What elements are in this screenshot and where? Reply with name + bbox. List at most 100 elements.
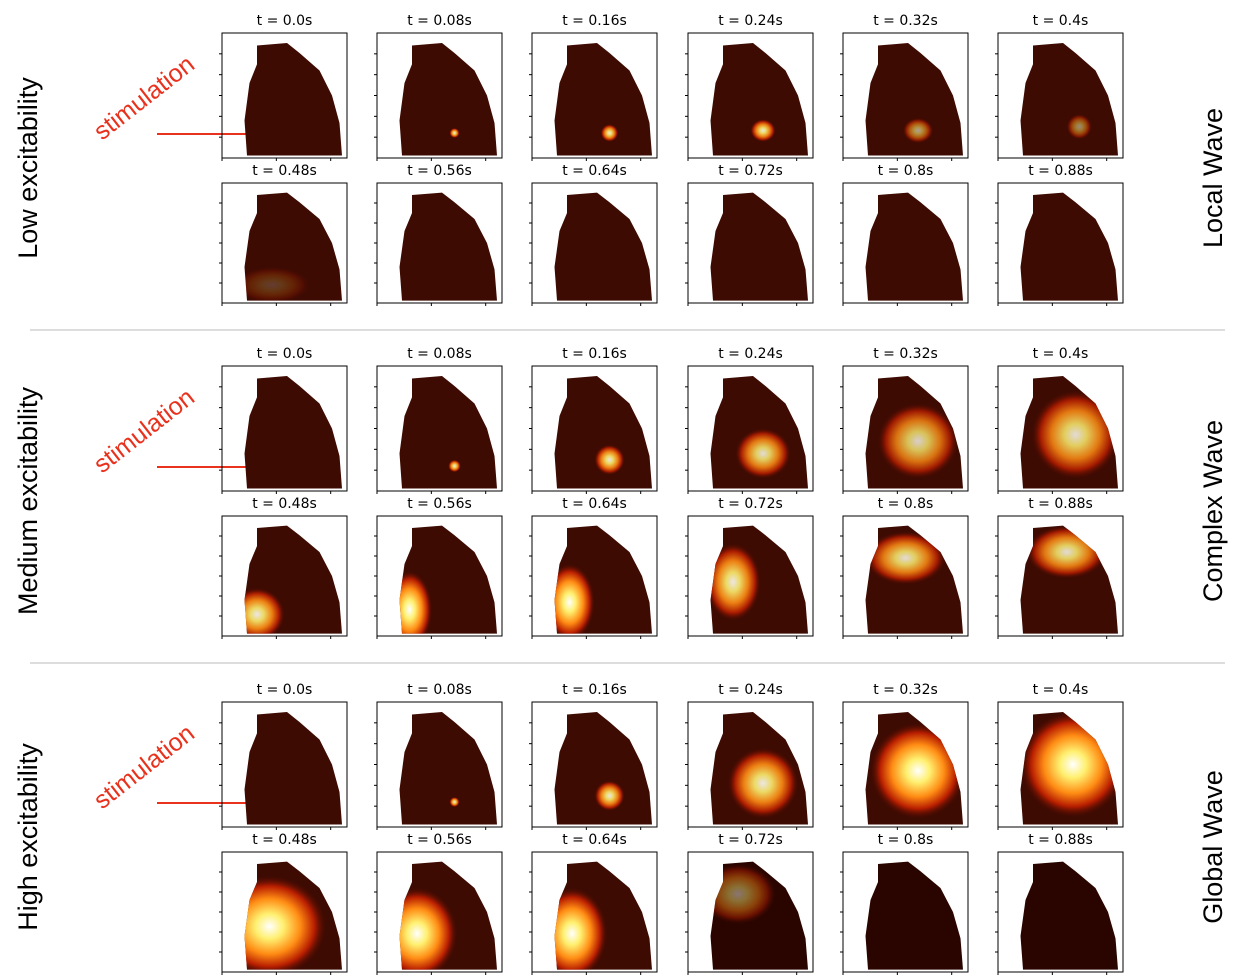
panel-title: t = 0.32s [873,682,938,698]
panel-title: t = 0.0s [257,13,313,29]
panel-title: t = 0.0s [257,682,313,698]
heatmap-panel [529,182,658,306]
heatmap-panel [219,515,348,639]
panel-title: t = 0.64s [562,163,627,179]
heatmap-panel [685,365,814,494]
heatmap-panel [840,515,969,639]
heatmap-panel [995,701,1124,830]
heatmap-panel [995,365,1124,494]
panel-title: t = 0.64s [562,496,627,512]
heatmap-panel [219,851,348,975]
activity [600,124,619,142]
heatmap-panel [685,701,814,830]
heatmap-panel [529,515,658,639]
wave-label: Complex Wave [1198,420,1228,602]
activity [244,876,326,970]
panel-title: t = 0.4s [1033,13,1089,29]
panel-title: t = 0.48s [252,163,317,179]
row-label: High excitability [13,743,43,931]
activity [878,403,958,479]
panel-title: t = 0.08s [407,682,472,698]
panel-title: t = 0.8s [878,832,934,848]
activity [710,864,776,924]
heatmap-panel [219,701,348,830]
panel-title: t = 0.56s [407,163,472,179]
brain-area [399,43,497,156]
heatmap-panel [374,365,503,494]
heatmap-panel [685,182,814,306]
activity [903,118,933,143]
panel-title: t = 0.32s [873,13,938,29]
activity [735,428,791,479]
heatmap-panel [685,32,814,161]
brain-area [865,861,963,970]
heatmap-panel [685,515,814,639]
panel-title: t = 0.64s [562,832,627,848]
panel-title: t = 0.4s [1033,682,1089,698]
activity [1066,114,1092,140]
panel-title: t = 0.88s [1028,163,1093,179]
brain-area [399,376,497,489]
activity [865,531,946,585]
heatmap-panel [529,701,658,830]
activity [554,888,607,970]
activity [448,459,461,473]
brain-area [865,43,963,156]
wave-label: Global Wave [1198,770,1228,924]
heatmap-panel [840,701,969,830]
panel-title: t = 0.4s [1033,346,1089,362]
panel-title: t = 0.24s [718,682,783,698]
activity [449,128,460,138]
heatmap-panel [374,701,503,830]
panel-title: t = 0.72s [718,832,783,848]
heatmap-panel [840,365,969,494]
activity [1031,391,1118,479]
panel-title: t = 0.56s [407,496,472,512]
brain-area [554,712,652,825]
brain-area [1020,43,1118,156]
heatmap-panel [995,32,1124,161]
activity [554,564,595,634]
brain-area [710,192,808,301]
brain-area [399,712,497,825]
activity [710,543,761,621]
heatmap-panel [840,182,969,306]
stimulation-label: stimulation [88,50,199,146]
activity [750,119,776,142]
brain-area [554,376,652,489]
heatmap-panel [840,851,969,975]
activity [870,723,963,819]
heatmap-panel [840,32,969,161]
panel-title: t = 0.16s [562,13,627,29]
heatmap-panel [374,515,503,639]
heatmap-panel [529,32,658,161]
activity [449,797,460,807]
heatmap-panel [374,851,503,975]
heatmap-panel [219,365,348,494]
heatmap-panel [995,851,1124,975]
brain-area [865,192,963,301]
panel-title: t = 0.8s [878,496,934,512]
panel-title: t = 0.0s [257,346,313,362]
panel-title: t = 0.88s [1028,496,1093,512]
panel-title: t = 0.88s [1028,832,1093,848]
stimulation-label: stimulation [88,719,199,815]
heatmap-panel [529,365,658,494]
activity [728,748,798,819]
heatmap-panel [374,182,503,306]
wave-label: Local Wave [1198,108,1228,248]
heatmap-panel [374,32,503,161]
activity [399,571,432,634]
heatmap-panel [685,851,814,975]
panel-title: t = 0.16s [562,682,627,698]
panel-title: t = 0.72s [718,496,783,512]
panel-title: t = 0.48s [252,496,317,512]
brain-area [1020,192,1118,301]
activity [594,444,625,475]
heatmap-panel [219,32,348,161]
row-label: Medium excitability [13,386,43,615]
heatmap-panel [529,851,658,975]
heatmap-panel [219,182,348,306]
row-label: Low excitability [13,77,43,259]
